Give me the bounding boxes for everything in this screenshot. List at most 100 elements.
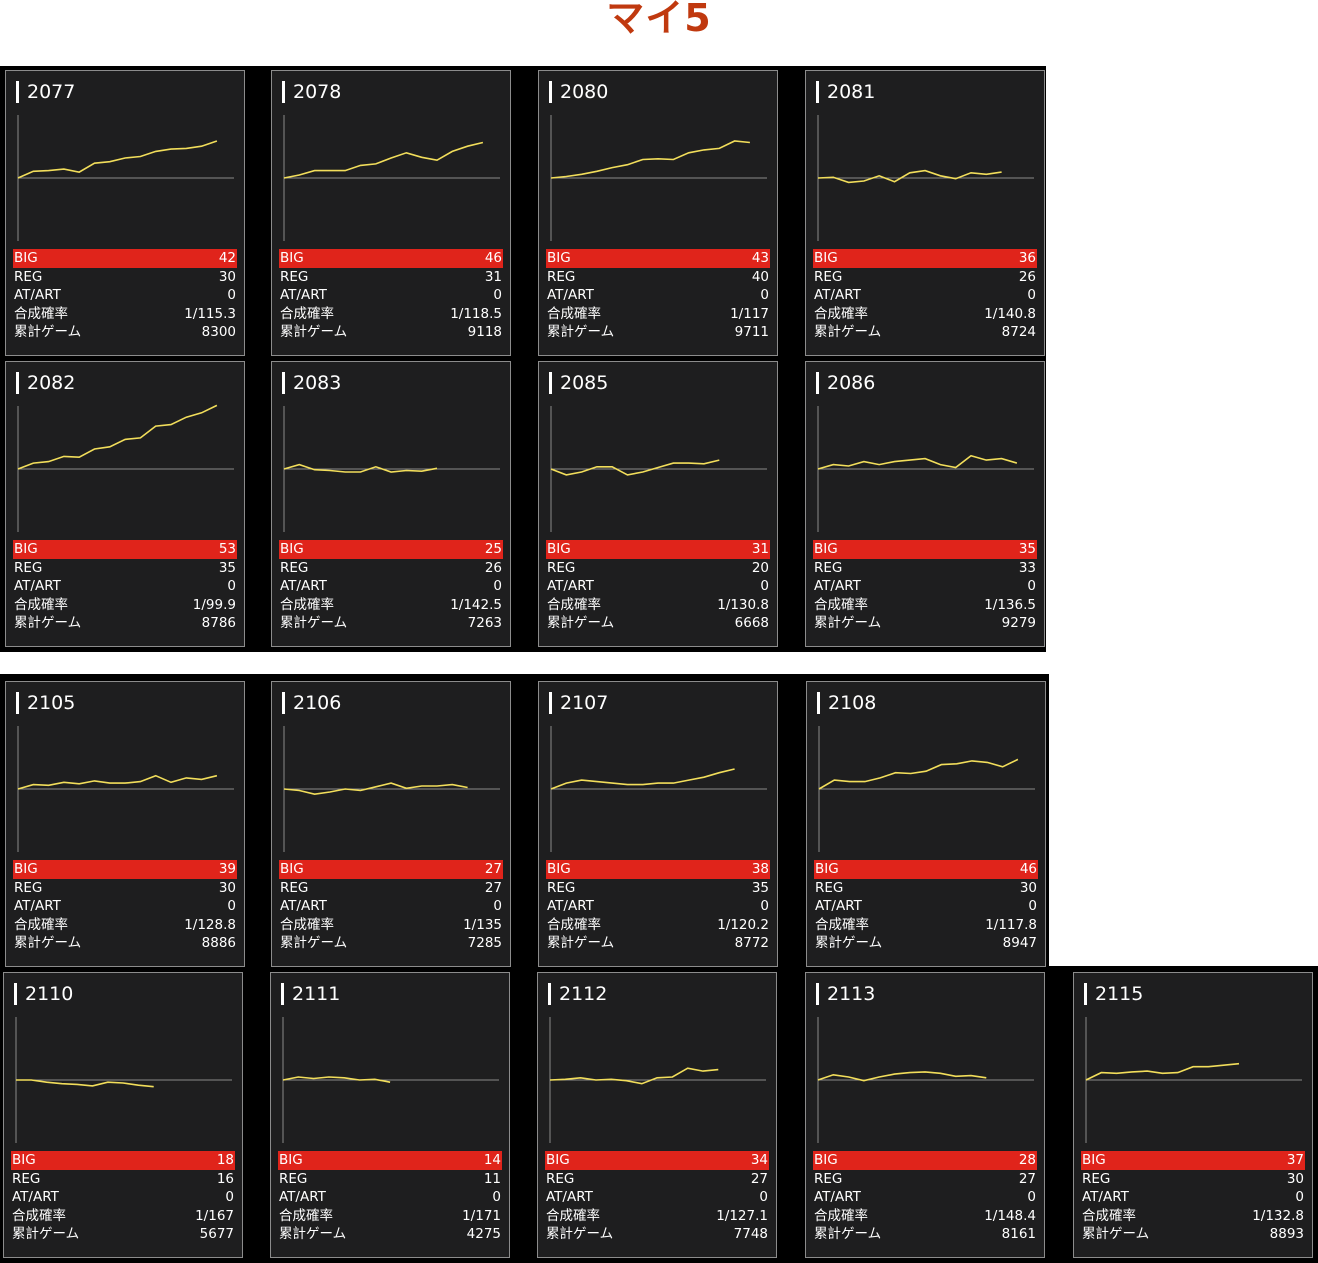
machine-card[interactable]: 2113 BIG 28 REG 27 AT/ART 0 合成確率 1/148.4… <box>805 972 1045 1258</box>
at-count: 0 <box>493 287 502 304</box>
big-count: 46 <box>1019 861 1037 877</box>
prob-label: 合成確率 <box>1082 1207 1136 1224</box>
reg-count: 30 <box>218 879 236 896</box>
games-label: 累計ゲーム <box>547 935 615 952</box>
machine-card[interactable]: 2110 BIG 18 REG 16 AT/ART 0 合成確率 1/167 累… <box>3 972 243 1258</box>
reg-count: 27 <box>484 879 502 896</box>
machine-card[interactable]: 2077 BIG 42 REG 30 AT/ART 0 合成確率 1/115.3… <box>5 70 245 356</box>
prob-label: 合成確率 <box>14 305 68 322</box>
machine-card[interactable]: 2081 BIG 36 REG 26 AT/ART 0 合成確率 1/140.8… <box>805 70 1045 356</box>
reg-count: 35 <box>218 559 236 576</box>
prob-value: 1/136.5 <box>984 596 1036 613</box>
slump-graph <box>817 115 1034 241</box>
machine-number: 2081 <box>816 81 875 103</box>
at-label: AT/ART <box>280 898 327 915</box>
reg-label: REG <box>280 559 309 576</box>
games-value: 5677 <box>199 1226 234 1243</box>
reg-count: 26 <box>1018 268 1036 285</box>
machine-card[interactable]: 2105 BIG 39 REG 30 AT/ART 0 合成確率 1/128.8… <box>5 681 245 967</box>
at-label: AT/ART <box>1082 1189 1129 1206</box>
big-row: BIG 53 <box>13 540 237 559</box>
at-label: AT/ART <box>14 578 61 595</box>
machine-card[interactable]: 2080 BIG 43 REG 40 AT/ART 0 合成確率 1/117 累… <box>538 70 778 356</box>
machine-number: 2085 <box>549 372 608 394</box>
slump-graph <box>550 115 767 241</box>
slump-graph <box>17 726 234 852</box>
machine-card[interactable]: 2078 BIG 46 REG 31 AT/ART 0 合成確率 1/118.5… <box>271 70 511 356</box>
machine-number: 2082 <box>16 372 75 394</box>
prob-row: 合成確率 1/117.8 <box>814 916 1038 935</box>
games-row: 累計ゲーム 8786 <box>13 614 237 633</box>
at-count: 0 <box>1295 1189 1304 1206</box>
machine-card[interactable]: 2086 BIG 35 REG 33 AT/ART 0 合成確率 1/136.5… <box>805 361 1045 647</box>
prob-row: 合成確率 1/130.8 <box>546 596 770 615</box>
big-row: BIG 39 <box>13 860 237 879</box>
games-row: 累計ゲーム 8886 <box>13 934 237 953</box>
big-label: BIG <box>547 541 571 557</box>
at-row: AT/ART 0 <box>13 897 237 916</box>
at-count: 0 <box>760 287 769 304</box>
reg-label: REG <box>547 879 576 896</box>
graph-series-line <box>17 404 218 470</box>
big-count: 31 <box>751 541 769 557</box>
machine-card[interactable]: 2083 BIG 25 REG 26 AT/ART 0 合成確率 1/142.5… <box>271 361 511 647</box>
machine-card[interactable]: 2111 BIG 14 REG 11 AT/ART 0 合成確率 1/171 累… <box>270 972 510 1258</box>
slump-graph <box>283 115 500 241</box>
games-row: 累計ゲーム 4275 <box>278 1225 502 1244</box>
at-row: AT/ART 0 <box>13 286 237 305</box>
big-label: BIG <box>280 250 304 266</box>
big-row: BIG 31 <box>546 540 770 559</box>
games-row: 累計ゲーム 7263 <box>279 614 503 633</box>
games-value: 8947 <box>1002 935 1037 952</box>
big-label: BIG <box>815 861 839 877</box>
big-label: BIG <box>12 1152 36 1168</box>
prob-row: 合成確率 1/127.1 <box>545 1207 769 1226</box>
big-row: BIG 46 <box>279 249 503 268</box>
prob-row: 合成確率 1/171 <box>278 1207 502 1226</box>
prob-value: 1/130.8 <box>717 596 769 613</box>
prob-row: 合成確率 1/120.2 <box>546 916 770 935</box>
machine-stats: BIG 39 REG 30 AT/ART 0 合成確率 1/128.8 累計ゲー… <box>13 860 237 953</box>
games-row: 累計ゲーム 9711 <box>546 323 770 342</box>
big-label: BIG <box>14 541 38 557</box>
games-row: 累計ゲーム 7748 <box>545 1225 769 1244</box>
at-label: AT/ART <box>814 1189 861 1206</box>
at-count: 0 <box>1028 898 1037 915</box>
games-value: 8886 <box>201 935 236 952</box>
graph-series-line <box>283 782 468 796</box>
games-label: 累計ゲーム <box>280 615 348 632</box>
reg-label: REG <box>12 1170 41 1187</box>
slump-graph <box>282 1017 499 1143</box>
games-value: 4275 <box>466 1226 501 1243</box>
machine-card[interactable]: 2112 BIG 34 REG 27 AT/ART 0 合成確率 1/127.1… <box>537 972 777 1258</box>
machine-number: 2115 <box>1084 983 1143 1005</box>
prob-value: 1/117.8 <box>985 916 1037 933</box>
reg-label: REG <box>815 879 844 896</box>
graph-series-line <box>818 758 1019 790</box>
prob-row: 合成確率 1/99.9 <box>13 596 237 615</box>
machine-card[interactable]: 2085 BIG 31 REG 20 AT/ART 0 合成確率 1/130.8… <box>538 361 778 647</box>
machine-stats: BIG 46 REG 30 AT/ART 0 合成確率 1/117.8 累計ゲー… <box>814 860 1038 953</box>
graph-series-line <box>817 169 1002 184</box>
machine-number: 2112 <box>548 983 607 1005</box>
games-row: 累計ゲーム 9279 <box>813 614 1037 633</box>
machine-card[interactable]: 2106 BIG 27 REG 27 AT/ART 0 合成確率 1/135 累… <box>271 681 511 967</box>
slump-graph <box>15 1017 232 1143</box>
machine-card[interactable]: 2082 BIG 53 REG 35 AT/ART 0 合成確率 1/99.9 … <box>5 361 245 647</box>
big-label: BIG <box>814 541 838 557</box>
machine-card[interactable]: 2107 BIG 38 REG 35 AT/ART 0 合成確率 1/120.2… <box>538 681 778 967</box>
graph-series-line <box>817 1071 987 1082</box>
games-row: 累計ゲーム 7285 <box>279 934 503 953</box>
slump-graph <box>283 406 500 532</box>
prob-label: 合成確率 <box>815 916 869 933</box>
reg-row: REG 30 <box>13 268 237 287</box>
machine-card[interactable]: 2115 BIG 37 REG 30 AT/ART 0 合成確率 1/132.8… <box>1073 972 1313 1258</box>
at-count: 0 <box>492 1189 501 1206</box>
games-row: 累計ゲーム 8893 <box>1081 1225 1305 1244</box>
machine-card[interactable]: 2108 BIG 46 REG 30 AT/ART 0 合成確率 1/117.8… <box>806 681 1046 967</box>
big-label: BIG <box>547 861 571 877</box>
reg-label: REG <box>814 268 843 285</box>
games-value: 7263 <box>467 615 502 632</box>
reg-count: 27 <box>1018 1170 1036 1187</box>
reg-label: REG <box>1082 1170 1111 1187</box>
